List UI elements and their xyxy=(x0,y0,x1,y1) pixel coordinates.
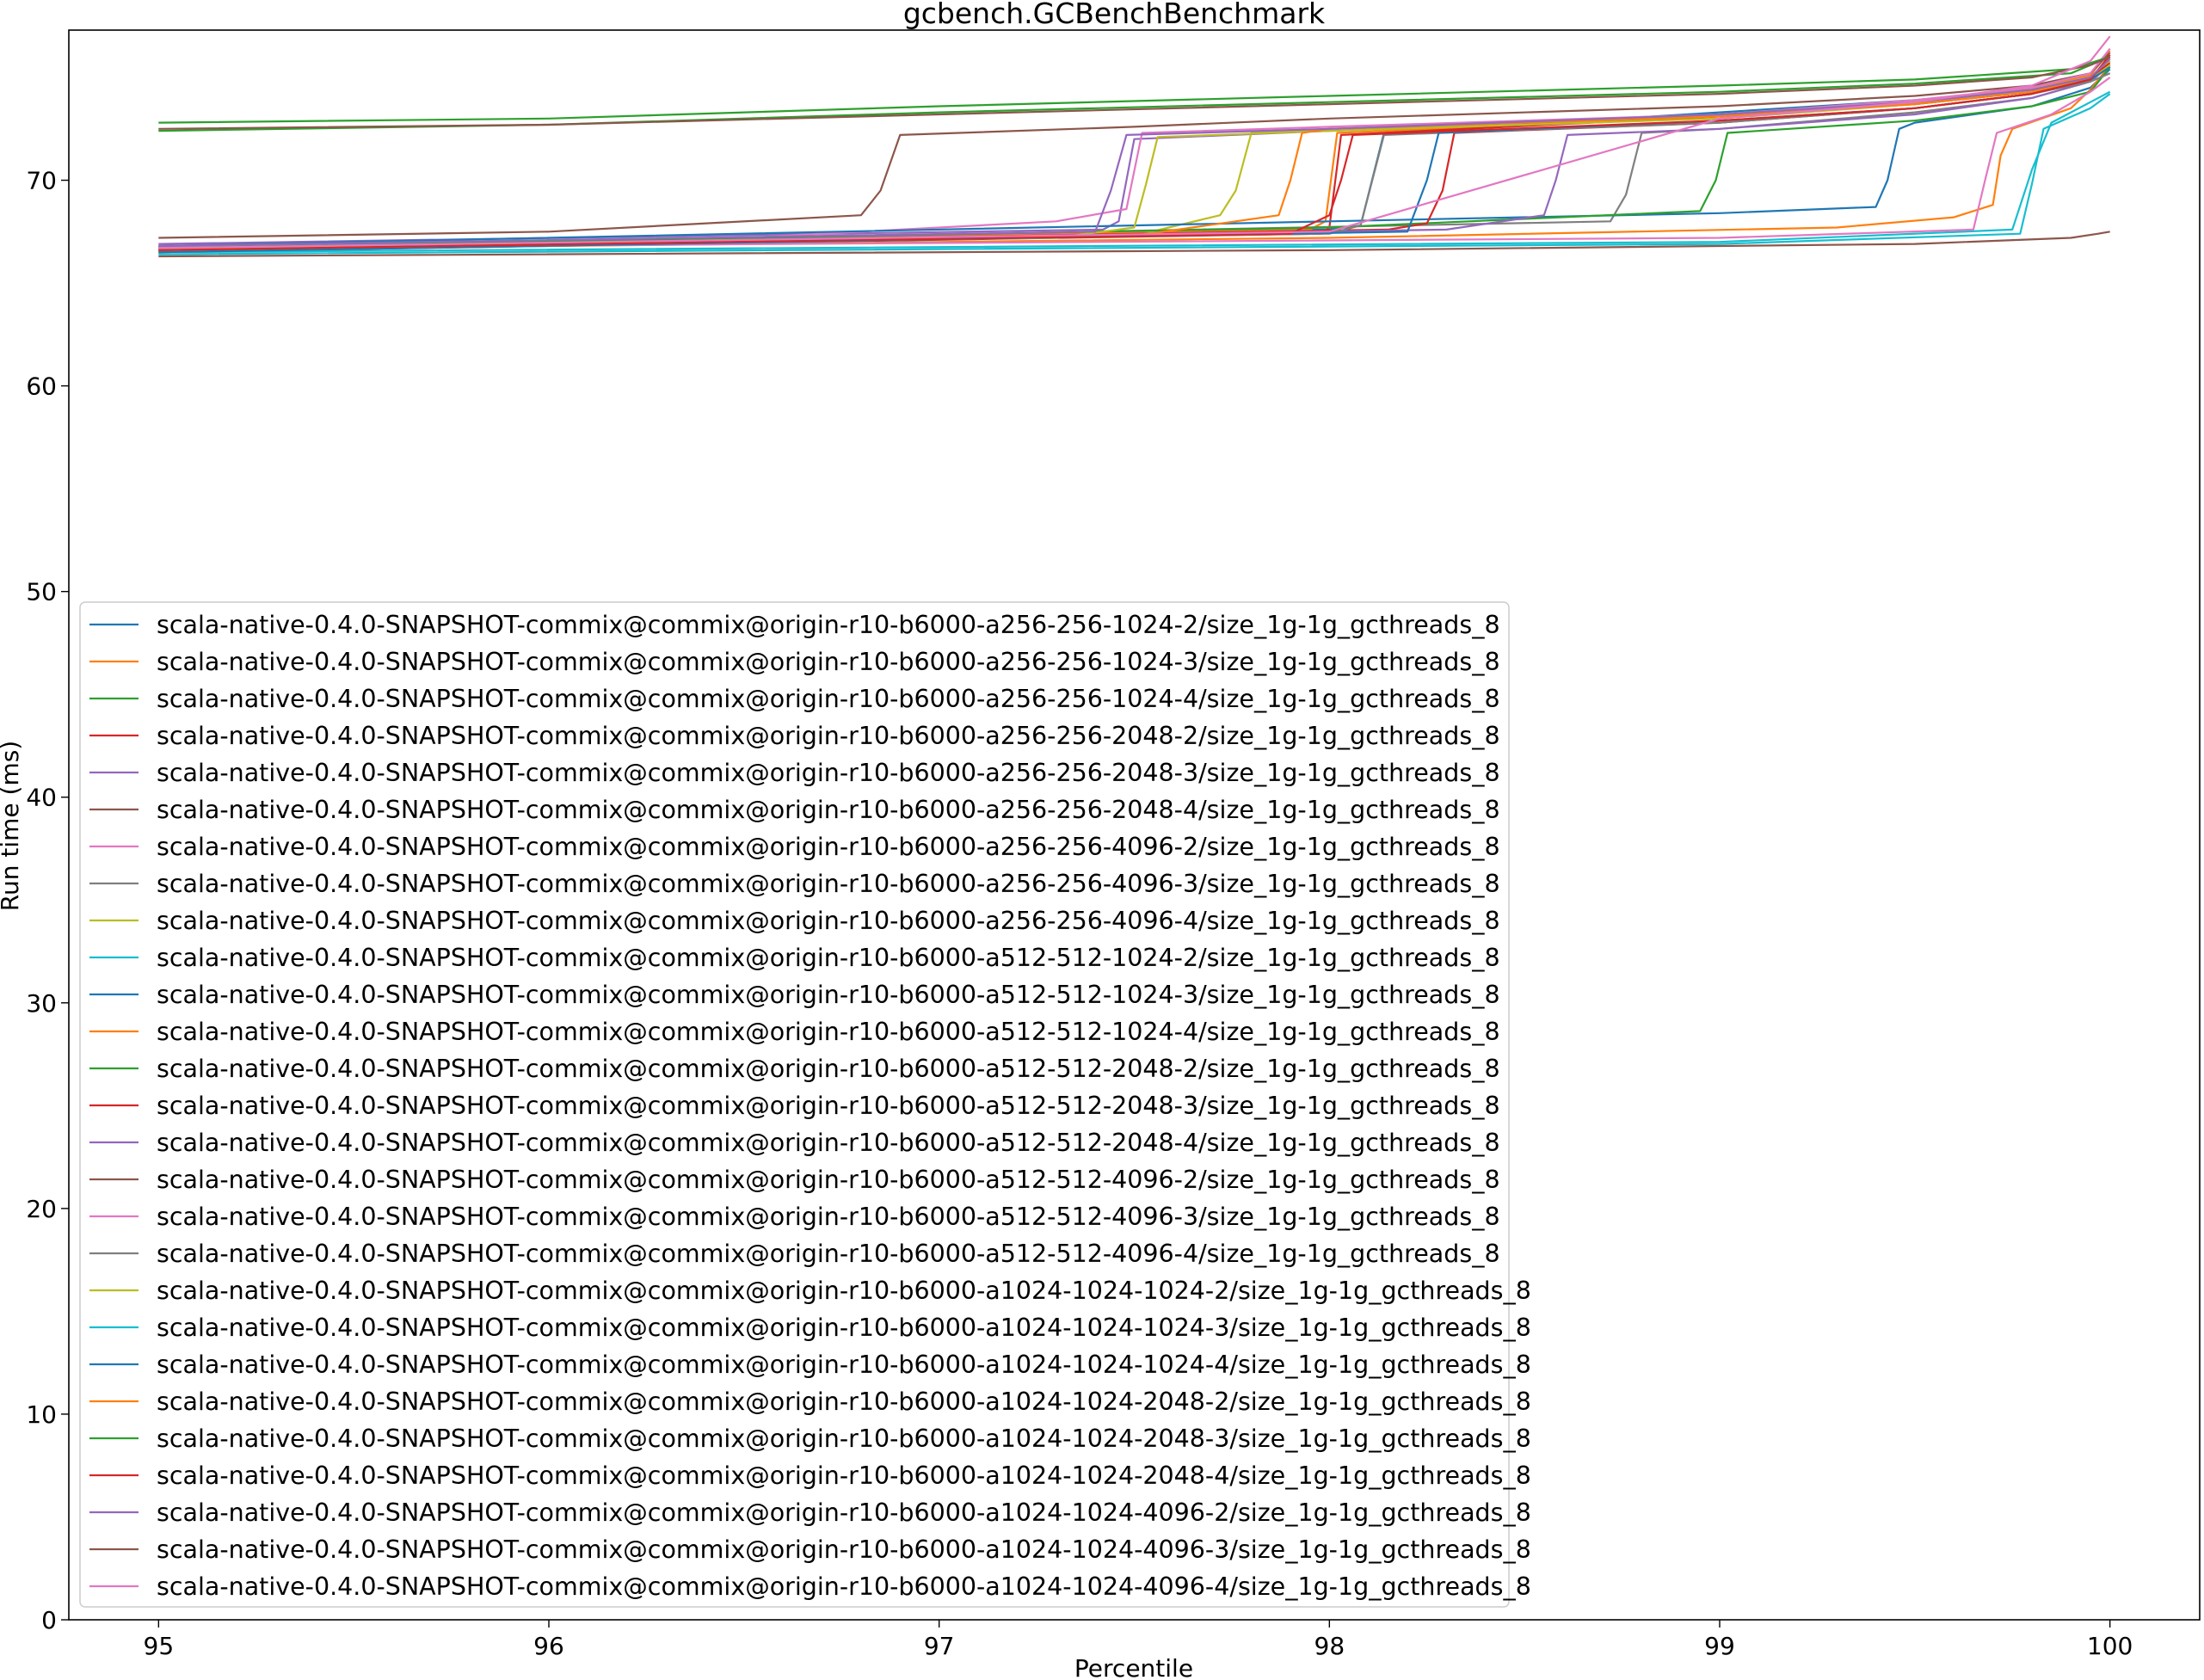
x-axis-ticks: 95 96 97 98 99 100 xyxy=(144,1620,2133,1660)
legend-label: scala-native-0.4.0-SNAPSHOT-commix@commi… xyxy=(157,1240,1500,1268)
x-tick-label: 99 xyxy=(1704,1632,1735,1660)
x-tick-label: 96 xyxy=(533,1632,564,1660)
legend-label: scala-native-0.4.0-SNAPSHOT-commix@commi… xyxy=(157,648,1500,676)
y-tick-label: 50 xyxy=(26,578,57,606)
legend-label: scala-native-0.4.0-SNAPSHOT-commix@commi… xyxy=(157,1018,1500,1046)
y-tick-label: 40 xyxy=(26,784,57,812)
legend-label: scala-native-0.4.0-SNAPSHOT-commix@commi… xyxy=(157,1535,1531,1564)
legend-label: scala-native-0.4.0-SNAPSHOT-commix@commi… xyxy=(157,1092,1500,1120)
series-line-6 xyxy=(158,52,2111,239)
chart-title: gcbench.GCBenchBenchmark xyxy=(903,0,1326,30)
legend-label: scala-native-0.4.0-SNAPSHOT-commix@commi… xyxy=(157,944,1500,972)
series-line-12 xyxy=(158,64,2111,251)
x-tick-label: 100 xyxy=(2087,1632,2133,1660)
y-tick-label: 30 xyxy=(26,989,57,1018)
y-tick-label: 0 xyxy=(41,1606,57,1634)
series-line-24 xyxy=(158,54,2111,251)
series-line-20 xyxy=(158,93,2111,255)
series-line-9 xyxy=(158,60,2111,248)
x-axis-label: Percentile xyxy=(1074,1654,1193,1680)
series-line-10 xyxy=(158,90,2111,254)
legend-label: scala-native-0.4.0-SNAPSHOT-commix@commi… xyxy=(157,1351,1531,1379)
series-line-19 xyxy=(158,64,2111,249)
legend-label: scala-native-0.4.0-SNAPSHOT-commix@commi… xyxy=(157,833,1500,861)
legend-label: scala-native-0.4.0-SNAPSHOT-commix@commi… xyxy=(157,759,1500,787)
legend-label: scala-native-0.4.0-SNAPSHOT-commix@commi… xyxy=(157,1166,1500,1194)
series-line-13 xyxy=(158,66,2111,249)
legend-label: scala-native-0.4.0-SNAPSHOT-commix@commi… xyxy=(157,1572,1531,1601)
series-line-14 xyxy=(158,62,2111,251)
series-line-25 xyxy=(158,58,2111,248)
legend-label: scala-native-0.4.0-SNAPSHOT-commix@commi… xyxy=(157,1498,1531,1527)
series-line-8 xyxy=(158,64,2111,251)
x-tick-label: 95 xyxy=(144,1632,175,1660)
y-tick-label: 60 xyxy=(26,372,57,401)
series-line-2 xyxy=(158,50,2111,249)
y-tick-label: 20 xyxy=(26,1195,57,1223)
series-line-7 xyxy=(158,47,2111,248)
x-tick-label: 98 xyxy=(1314,1632,1345,1660)
series-line-27 xyxy=(158,35,2111,249)
legend-label: scala-native-0.4.0-SNAPSHOT-commix@commi… xyxy=(157,1129,1500,1157)
plot-frame xyxy=(68,29,2201,1621)
legend: scala-native-0.4.0-SNAPSHOT-commix@commi… xyxy=(79,601,1531,1608)
x-tick-label: 97 xyxy=(924,1632,955,1660)
legend-label: scala-native-0.4.0-SNAPSHOT-commix@commi… xyxy=(157,1055,1500,1083)
series-line-16 xyxy=(158,231,2110,258)
legend-box xyxy=(79,601,1510,1608)
series-line-18 xyxy=(158,72,2111,249)
legend-label: scala-native-0.4.0-SNAPSHOT-commix@commi… xyxy=(157,981,1500,1009)
series-line-23 xyxy=(158,56,2111,124)
legend-label: scala-native-0.4.0-SNAPSHOT-commix@commi… xyxy=(157,907,1500,935)
series-line-26 xyxy=(158,56,2111,130)
legend-label: scala-native-0.4.0-SNAPSHOT-commix@commi… xyxy=(157,685,1500,713)
legend-label: scala-native-0.4.0-SNAPSHOT-commix@commi… xyxy=(157,1462,1531,1490)
legend-label: scala-native-0.4.0-SNAPSHOT-commix@commi… xyxy=(157,611,1500,639)
legend-label: scala-native-0.4.0-SNAPSHOT-commix@commi… xyxy=(157,1314,1531,1342)
y-axis-ticks: 0 10 20 30 40 50 60 70 xyxy=(26,167,69,1634)
legend-label: scala-native-0.4.0-SNAPSHOT-commix@commi… xyxy=(157,1203,1500,1231)
legend-label: scala-native-0.4.0-SNAPSHOT-commix@commi… xyxy=(157,722,1500,750)
y-tick-label: 70 xyxy=(26,167,57,195)
series-line-17 xyxy=(158,77,2111,249)
series-line-15 xyxy=(158,64,2111,251)
legend-label: scala-native-0.4.0-SNAPSHOT-commix@commi… xyxy=(157,1277,1531,1305)
series-line-4 xyxy=(158,56,2111,254)
legend-label: scala-native-0.4.0-SNAPSHOT-commix@commi… xyxy=(157,796,1500,824)
y-axis-label: Run time (ms) xyxy=(0,741,24,911)
legend-label: scala-native-0.4.0-SNAPSHOT-commix@commi… xyxy=(157,1425,1531,1453)
y-tick-label: 10 xyxy=(26,1400,57,1429)
legend-label: scala-native-0.4.0-SNAPSHOT-commix@commi… xyxy=(157,870,1500,898)
legend-label: scala-native-0.4.0-SNAPSHOT-commix@commi… xyxy=(157,1388,1531,1416)
series-line-11 xyxy=(158,68,2111,248)
series-layer xyxy=(158,35,2111,258)
